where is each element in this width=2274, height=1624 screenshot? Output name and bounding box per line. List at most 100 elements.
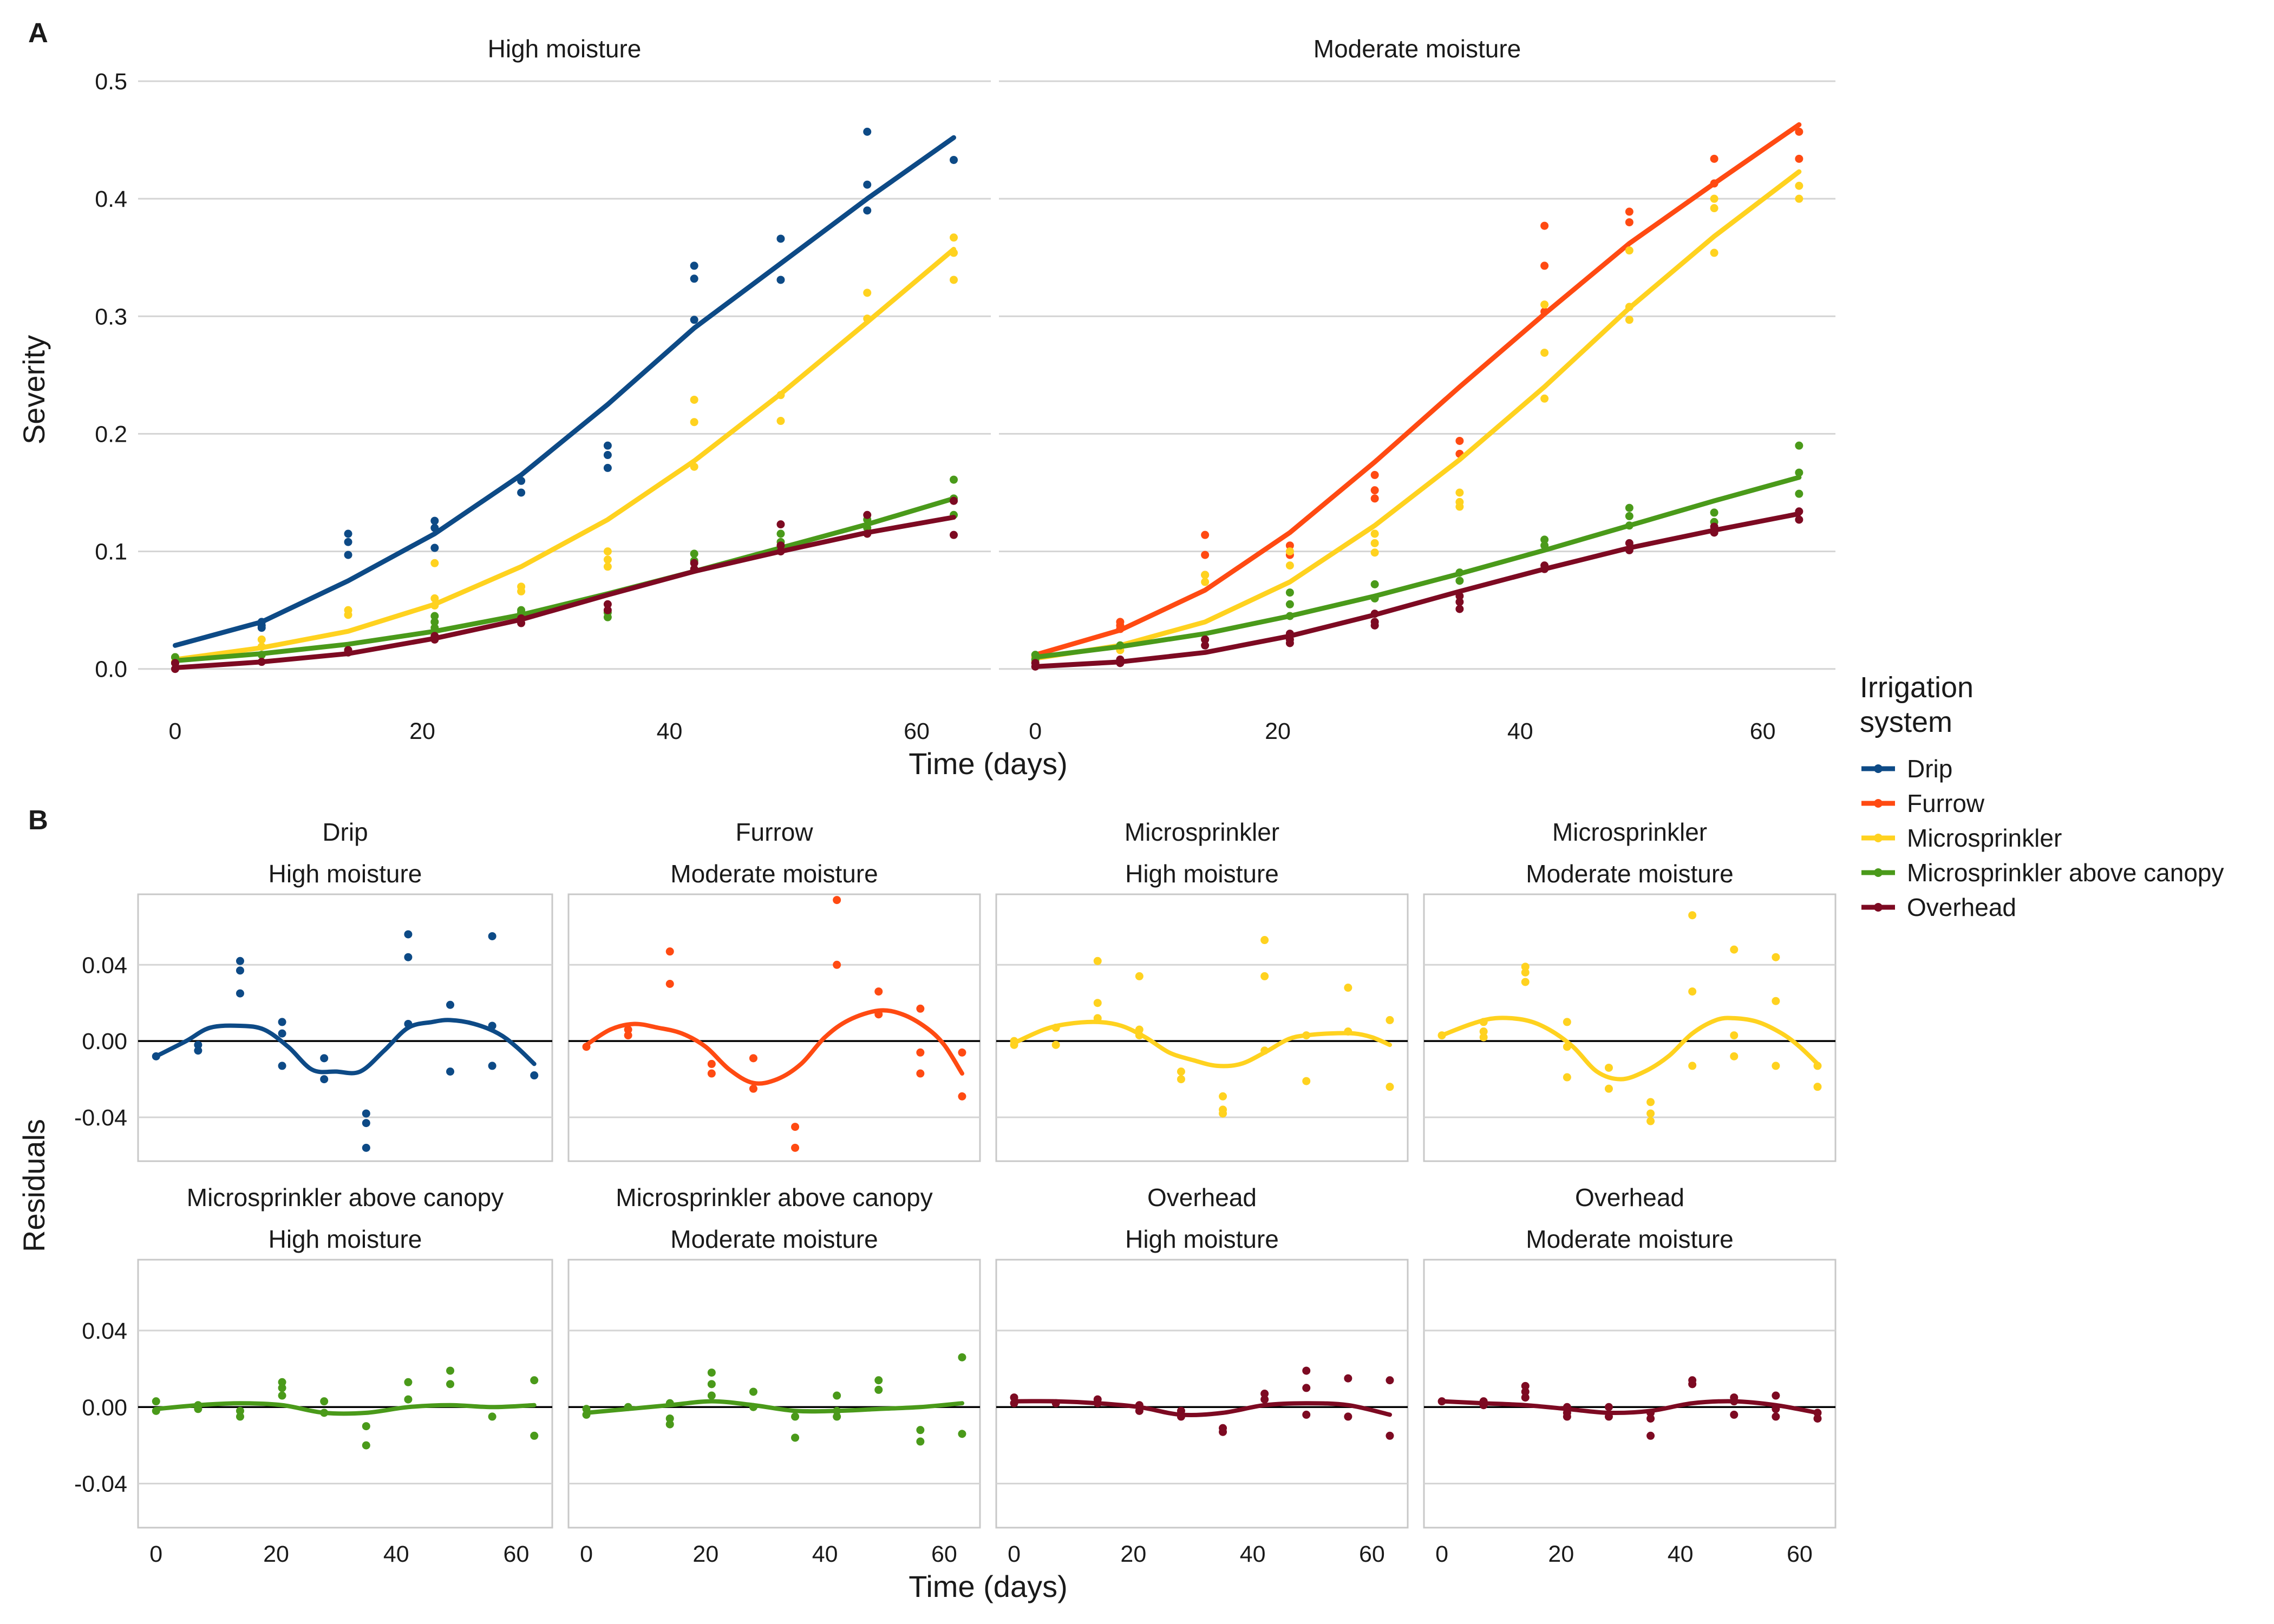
facet-moderate-moisture: Moderate moisture 0 20 40 60 <box>999 35 1835 744</box>
data-point <box>1201 635 1210 644</box>
data-point <box>1730 1031 1739 1040</box>
x-tick-label: 40 <box>1507 718 1533 744</box>
data-point <box>1479 1033 1488 1042</box>
x-tick-label: 40 <box>1668 1541 1694 1567</box>
data-point <box>1730 1052 1739 1060</box>
smooth-line <box>154 1018 537 1076</box>
data-point <box>517 608 526 617</box>
data-point <box>603 600 612 608</box>
x-tick-label: 0 <box>149 1541 162 1567</box>
data-point <box>1201 551 1210 559</box>
data-point <box>665 1399 674 1407</box>
data-point <box>194 1405 202 1413</box>
data-point <box>1540 565 1549 573</box>
data-point <box>749 1403 757 1411</box>
panel-frame <box>137 1259 553 1529</box>
data-point <box>1285 630 1294 638</box>
data-point <box>958 1430 966 1438</box>
y-tick-label: 0.00 <box>82 1394 127 1420</box>
x-tick-label: 60 <box>904 718 930 744</box>
data-point <box>1625 303 1633 311</box>
data-point <box>1710 194 1718 203</box>
data-point <box>916 1426 925 1435</box>
series-furrow <box>1031 122 1803 662</box>
data-point <box>690 274 698 283</box>
data-point <box>1302 1366 1311 1375</box>
data-point <box>257 658 266 666</box>
y-tick-label: 0.0 <box>95 657 127 683</box>
data-point <box>916 1437 925 1446</box>
data-point <box>1710 528 1718 537</box>
data-point <box>950 233 958 242</box>
data-point <box>791 1143 800 1152</box>
data-point <box>517 619 526 627</box>
data-point <box>152 1397 160 1406</box>
data-point <box>236 966 244 975</box>
data-point <box>833 960 841 969</box>
data-point <box>749 1387 757 1396</box>
data-point <box>1772 997 1780 1005</box>
data-point <box>1563 1412 1571 1421</box>
data-point <box>624 1025 632 1034</box>
legend-label: Overhead <box>1907 893 2016 921</box>
data-point <box>1625 512 1633 520</box>
data-point <box>404 1019 413 1028</box>
data-point <box>863 289 872 297</box>
data-point <box>194 1040 202 1049</box>
data-point <box>863 180 872 189</box>
data-point <box>1437 1397 1446 1406</box>
data-point <box>791 1412 800 1421</box>
data-point <box>1455 568 1464 577</box>
data-point <box>707 1059 716 1068</box>
data-point <box>236 957 244 965</box>
data-point <box>1344 984 1352 992</box>
data-point <box>488 1021 496 1030</box>
y-tick-label: 0.04 <box>82 1318 127 1344</box>
data-point <box>690 462 698 471</box>
data-point <box>1370 529 1379 538</box>
data-point <box>863 510 872 519</box>
data-point <box>690 559 698 567</box>
data-point <box>171 665 179 673</box>
data-point <box>344 611 352 619</box>
data-point <box>320 1054 329 1063</box>
data-point <box>362 1119 370 1128</box>
data-point <box>1604 1063 1613 1072</box>
data-point <box>1540 349 1549 357</box>
data-point <box>749 1054 757 1063</box>
x-tick-label: 20 <box>263 1541 289 1567</box>
data-point <box>1010 1399 1018 1407</box>
data-point <box>1285 588 1294 597</box>
data-point <box>582 1043 591 1051</box>
residual-panel-overhead-high-moisture: Overhead High moisture 0 20 40 60 <box>995 1183 1409 1567</box>
data-point <box>488 1062 496 1070</box>
data-point <box>1710 179 1718 188</box>
data-point <box>1302 1031 1311 1040</box>
data-point <box>950 276 958 284</box>
data-point <box>194 1046 202 1055</box>
legend-label: Microsprinkler <box>1907 824 2062 852</box>
data-point <box>362 1441 370 1450</box>
data-point <box>517 488 526 497</box>
data-point <box>916 1069 925 1078</box>
data-point <box>430 601 439 610</box>
data-point <box>1201 571 1210 579</box>
data-point <box>1455 598 1464 606</box>
data-point <box>603 547 612 556</box>
data-point <box>1031 662 1040 671</box>
data-point <box>1540 221 1549 230</box>
data-point <box>1093 1014 1102 1023</box>
data-point <box>1285 600 1294 608</box>
data-point <box>776 276 785 284</box>
data-point <box>362 1143 370 1152</box>
data-point <box>278 1391 286 1400</box>
facet-title-moisture: Moderate moisture <box>1526 860 1734 888</box>
data-point <box>1521 968 1530 977</box>
data-point <box>690 316 698 324</box>
data-point <box>446 1366 455 1375</box>
data-point <box>1625 546 1633 554</box>
facet-title-series: Drip <box>322 818 368 846</box>
data-point <box>362 1109 370 1118</box>
data-point <box>1135 1031 1143 1040</box>
